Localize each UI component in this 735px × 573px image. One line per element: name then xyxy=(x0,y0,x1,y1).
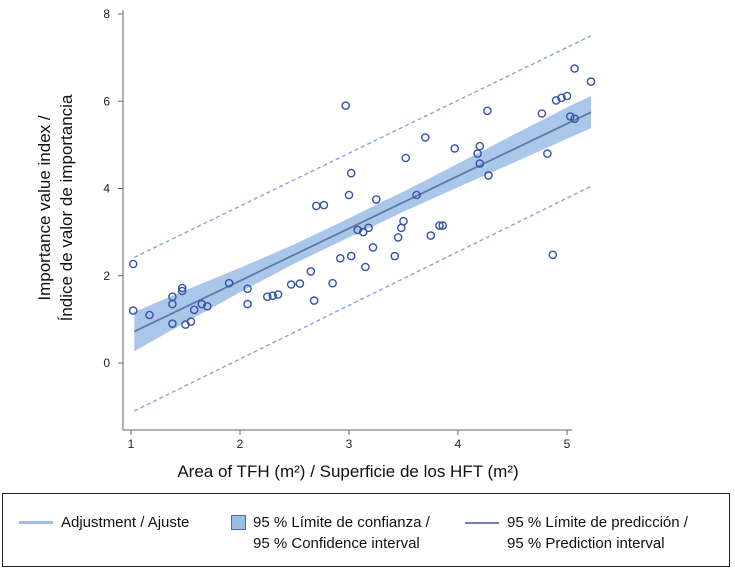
y-axis-title-line2: Índice de valor de importancia xyxy=(57,94,76,321)
data-point-1 xyxy=(128,306,138,315)
data-point-36 xyxy=(371,195,381,204)
data-point-26 xyxy=(335,253,345,263)
prediction-upper-line xyxy=(133,35,592,259)
data-point-48 xyxy=(473,149,482,158)
data-point-42 xyxy=(412,190,421,200)
y-tick-label-4: 4 xyxy=(103,182,110,196)
data-point-7 xyxy=(177,286,187,296)
data-point-59 xyxy=(566,112,575,121)
data-point-9 xyxy=(186,317,196,326)
data-point-17 xyxy=(268,291,278,301)
data-point-58 xyxy=(562,91,572,101)
data-point-11 xyxy=(197,299,207,309)
scatter-chart: 0 2 4 6 8 1 2 3 4 5 Area of TFH (m²) / Superficie… xyxy=(35,7,596,481)
data-point-46 xyxy=(438,221,448,230)
data-point-23 xyxy=(311,201,321,211)
data-point-16 xyxy=(262,292,272,302)
data-point-55 xyxy=(548,250,558,260)
legend-ci-line1: 95 % Límite de confianza / xyxy=(253,514,430,531)
data-point-29 xyxy=(346,168,356,178)
data-point-35 xyxy=(368,243,378,252)
data-point-40 xyxy=(399,216,408,226)
fit-line-swatch xyxy=(19,521,53,524)
x-tick-label-2: 2 xyxy=(237,437,244,451)
data-point-45 xyxy=(435,221,444,230)
legend-confidence-text: 95 % Límite de confianza / 95 % Confiden… xyxy=(253,512,430,554)
data-point-19 xyxy=(286,280,296,289)
data-point-14 xyxy=(243,284,252,294)
data-point-25 xyxy=(328,278,337,288)
legend-pi-line2: 95 % Prediction interval xyxy=(507,535,665,552)
fit-line xyxy=(133,111,592,333)
data-point-0 xyxy=(128,259,138,269)
legend-item-prediction: 95 % Límite de predicción / 95 % Predict… xyxy=(465,512,688,554)
confidence-band-swatch xyxy=(231,515,246,530)
data-point-21 xyxy=(306,267,316,276)
data-point-13 xyxy=(224,278,234,288)
data-point-38 xyxy=(393,233,403,242)
x-tick-label-1: 1 xyxy=(128,437,135,451)
data-point-20 xyxy=(295,279,305,288)
data-point-10 xyxy=(189,305,199,315)
data-point-4 xyxy=(168,299,177,309)
data-point-2 xyxy=(145,310,154,320)
legend-prediction-text: 95 % Límite de predicción / 95 % Predict… xyxy=(507,512,688,554)
data-point-24 xyxy=(319,200,329,210)
data-point-5 xyxy=(168,319,177,329)
data-point-49 xyxy=(475,141,485,151)
legend-fit-label: Adjustment / Ajuste xyxy=(61,514,190,531)
data-point-51 xyxy=(483,106,492,116)
x-tick-label-5: 5 xyxy=(564,437,571,451)
data-point-50 xyxy=(475,159,485,168)
data-point-31 xyxy=(353,225,363,235)
data-point-53 xyxy=(537,109,547,118)
data-point-54 xyxy=(543,149,552,158)
y-axis-title: Importance value index / Índice de valor… xyxy=(35,94,76,321)
y-tick-label-2: 2 xyxy=(103,269,110,283)
legend-item-confidence: 95 % Límite de confianza / 95 % Confiden… xyxy=(231,512,430,554)
data-point-33 xyxy=(361,262,370,272)
data-point-27 xyxy=(341,101,351,110)
data-point-47 xyxy=(450,144,460,153)
data-point-41 xyxy=(401,153,411,163)
legend-item-fit: Adjustment / Ajuste xyxy=(19,512,189,533)
data-point-18 xyxy=(273,290,283,299)
data-point-57 xyxy=(557,93,566,103)
x-tick-label-4: 4 xyxy=(455,437,462,451)
data-point-43 xyxy=(420,133,430,142)
y-tick-label-0: 0 xyxy=(103,356,110,370)
data-point-15 xyxy=(243,299,252,309)
legend: Adjustment / Ajuste 95 % Límite de confi… xyxy=(2,493,730,567)
y-axis-title-line1: Importance value index / xyxy=(35,115,54,300)
data-point-22 xyxy=(309,296,319,305)
data-point-6 xyxy=(177,283,187,293)
data-point-37 xyxy=(390,251,400,261)
data-point-32 xyxy=(358,227,368,237)
confidence-band xyxy=(134,96,592,352)
data-point-12 xyxy=(202,301,212,311)
data-point-52 xyxy=(484,171,493,180)
data-point-34 xyxy=(364,223,373,233)
data-point-30 xyxy=(346,251,356,261)
data-point-28 xyxy=(344,190,354,200)
y-tick-label-8: 8 xyxy=(103,7,110,21)
prediction-line-swatch xyxy=(465,522,499,524)
data-point-61 xyxy=(570,64,579,73)
data-point-62 xyxy=(586,77,596,86)
x-axis-title: Area of TFH (m²) / Superficie de los HFT… xyxy=(177,462,518,481)
y-tick-label-6: 6 xyxy=(103,94,110,108)
legend-ci-line2: 95 % Confidence interval xyxy=(253,535,420,552)
prediction-lower-line xyxy=(133,185,592,412)
x-tick-label-3: 3 xyxy=(346,437,353,451)
data-point-44 xyxy=(426,231,436,240)
legend-pi-line1: 95 % Límite de predicción / xyxy=(507,514,688,531)
data-point-60 xyxy=(570,114,579,123)
